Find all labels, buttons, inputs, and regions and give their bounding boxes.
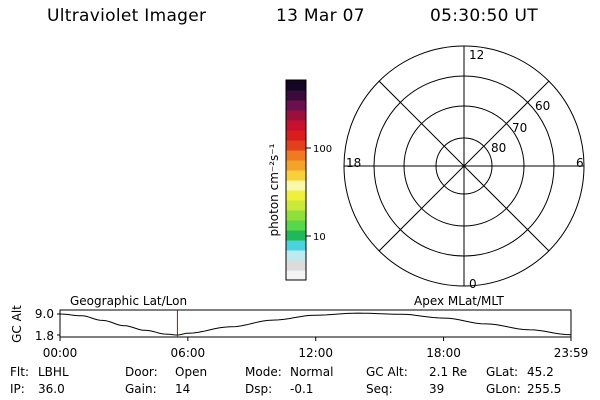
footer-label: Door: (125, 365, 158, 379)
colorbar-cell (286, 140, 306, 151)
footer-label: Mode: (245, 365, 282, 379)
colorbar-cell (286, 250, 306, 261)
colorbar-cell (286, 200, 306, 211)
right-plot-title: Apex MLat/MLT (414, 294, 504, 308)
footer-value: 39 (429, 382, 445, 396)
footer-value: 45.2 (527, 365, 554, 379)
colorbar-cell (286, 100, 306, 111)
colorbar-tick-10: 10 (313, 232, 326, 243)
colorbar-cell (286, 190, 306, 201)
footer-value: -0.1 (290, 382, 314, 396)
footer-label: Seq: (366, 382, 393, 396)
footer-label: GLon: (486, 382, 521, 396)
colorbar-cell (286, 210, 306, 221)
left-plot-title: Geographic Lat/Lon (70, 294, 187, 308)
footer-value: 14 (175, 382, 191, 396)
footer-label: GC Alt: (366, 365, 408, 379)
footer-label: Flt: (10, 365, 29, 379)
polar-label-lat-70: 70 (512, 121, 527, 135)
polar-label-0: 0 (469, 277, 477, 291)
polar-diagonal-b (378, 80, 550, 252)
y-tick-top: 9.0 (35, 307, 54, 321)
colorbar-cell (286, 90, 306, 101)
y-tick-bottom: 1.8 (35, 329, 54, 343)
y-axis-label: GC Alt (10, 305, 24, 343)
instrument-title: Ultraviolet Imager (47, 6, 207, 26)
colorbar-cell (286, 180, 306, 191)
footer-value: Normal (290, 365, 334, 379)
footer-label: Gain: (125, 382, 157, 396)
x-tick-label: 12:00 (298, 346, 333, 360)
colorbar-cell (286, 130, 306, 141)
polar-label-18: 18 (346, 156, 361, 170)
colorbar-cell (286, 160, 306, 171)
colorbar-cell (286, 260, 306, 271)
x-tick-label: 18:00 (426, 346, 461, 360)
colorbar-cell (286, 240, 306, 251)
footer-value: 255.5 (527, 382, 562, 396)
footer-value: Open (175, 365, 208, 379)
x-tick-label: 00:00 (43, 346, 78, 360)
polar-label-6: 6 (576, 156, 584, 170)
footer-value: 2.1 Re (429, 365, 468, 379)
colorbar-cell (286, 80, 306, 91)
colorbar-cell (286, 120, 306, 131)
polar-label-12: 12 (469, 48, 484, 62)
altitude-plot-frame (59, 309, 572, 338)
altitude-curve (59, 312, 572, 336)
footer-value: 36.0 (38, 382, 65, 396)
x-tick-label: 06:00 (171, 346, 206, 360)
observation-date: 13 Mar 07 (276, 6, 365, 26)
footer-label: Dsp: (245, 382, 273, 396)
x-tick-label: 23:59 (554, 346, 589, 360)
colorbar-cell (286, 150, 306, 161)
observation-time: 05:30:50 UT (430, 6, 538, 26)
colorbar-tick-100: 100 (313, 144, 332, 155)
footer-value: LBHL (38, 365, 69, 379)
polar-label-lat-60: 60 (535, 99, 550, 113)
colorbar-cell (286, 170, 306, 181)
colorbar-cell (286, 220, 306, 231)
colorbar-cell (286, 110, 306, 121)
colorbar-label: photon cm⁻²s⁻¹ (267, 143, 281, 236)
polar-label-lat-80: 80 (491, 141, 506, 155)
footer-label: GLat: (486, 365, 519, 379)
footer-label: IP: (10, 382, 25, 396)
colorbar-cell (286, 230, 306, 241)
colorbar-cell (286, 270, 306, 281)
